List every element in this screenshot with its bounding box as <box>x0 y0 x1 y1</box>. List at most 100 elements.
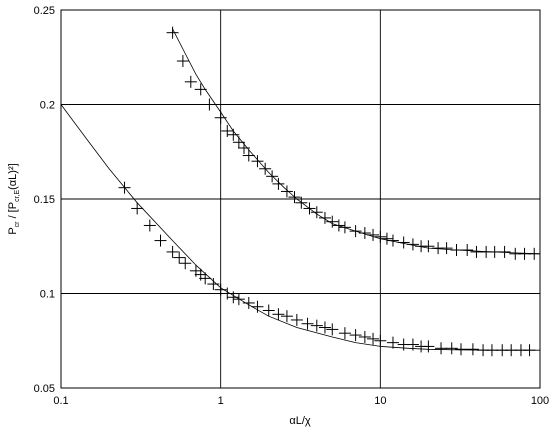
fitted-curves <box>60 28 541 351</box>
data-point <box>272 308 285 321</box>
x-tick-labels: 0.1 1 10 100 <box>53 395 549 407</box>
y-tick-label: 0.1 <box>40 289 55 301</box>
data-point <box>207 278 220 291</box>
data-point <box>214 283 227 296</box>
data-point <box>374 230 387 243</box>
y-axis-title-main: P <box>7 227 19 234</box>
data-point <box>214 111 227 124</box>
data-point <box>358 330 371 343</box>
x-tick-label: 10 <box>374 395 386 407</box>
data-point <box>118 181 131 194</box>
data-point <box>422 340 435 353</box>
y-tick-labels: 0.05 0.1 0.15 0.2 0.25 <box>34 5 55 395</box>
data-point <box>386 234 399 247</box>
data-point <box>318 211 331 224</box>
data-point <box>461 244 474 257</box>
data-point <box>259 162 272 175</box>
data-point <box>203 98 216 111</box>
data-point <box>349 329 362 342</box>
data-point <box>179 257 192 270</box>
data-point <box>326 215 339 228</box>
y-tick-label: 0.15 <box>34 194 55 206</box>
data-point <box>523 344 536 357</box>
x-tick-label: 0.1 <box>53 395 68 407</box>
y-axis-title-mid: / [P <box>7 202 19 222</box>
y-axis-title-sub1: cr <box>14 221 21 228</box>
data-point <box>173 251 186 264</box>
data-point <box>406 238 419 251</box>
data-point <box>485 344 498 357</box>
data-point <box>143 219 156 232</box>
y-axis-title-end: (αL)²] <box>7 163 19 190</box>
data-point <box>338 221 351 234</box>
x-tick-label: 1 <box>218 395 224 407</box>
y-axis-title: Pcr / [Pcr,E(αL)²] <box>7 163 21 234</box>
data-point <box>221 124 234 137</box>
data-point <box>184 75 197 88</box>
data-point <box>251 300 264 313</box>
y-tick-label: 0.2 <box>40 100 55 112</box>
data-point <box>310 206 323 219</box>
data-point <box>272 177 285 190</box>
data-point <box>227 291 240 304</box>
data-point <box>440 242 453 255</box>
data-point <box>310 319 323 332</box>
data-point <box>295 196 308 209</box>
data-point <box>367 228 380 241</box>
data-point <box>445 342 458 355</box>
data-point <box>131 202 144 215</box>
y-tick-label: 0.05 <box>34 383 55 395</box>
data-point <box>266 170 279 183</box>
data-point <box>237 141 250 154</box>
data-point <box>338 327 351 340</box>
data-point <box>349 225 362 238</box>
x-axis-title: αL/χ <box>289 415 311 427</box>
data-point <box>166 26 179 39</box>
data-point <box>367 332 380 345</box>
data-point <box>280 185 293 198</box>
fitted-curve-2 <box>172 28 541 255</box>
y-axis-title-sub2: cr,E <box>14 190 21 202</box>
data-point <box>176 55 189 68</box>
data-point <box>301 317 314 330</box>
data-point <box>374 334 387 347</box>
data-point <box>288 191 301 204</box>
data-point <box>166 245 179 258</box>
data-point <box>422 240 435 253</box>
data-points <box>118 26 541 357</box>
data-point <box>450 244 463 257</box>
data-point <box>290 313 303 326</box>
data-point <box>332 219 345 232</box>
data-point <box>326 323 339 336</box>
grid <box>60 9 541 389</box>
data-point <box>262 304 275 317</box>
data-point <box>251 155 264 168</box>
data-point <box>498 245 511 258</box>
data-point <box>232 293 245 306</box>
data-point <box>318 321 331 334</box>
data-point <box>303 202 316 215</box>
data-point <box>435 342 448 355</box>
y-tick-label: 0.25 <box>34 5 55 17</box>
data-point <box>397 236 410 249</box>
data-point <box>386 336 399 349</box>
data-point <box>227 128 240 141</box>
x-tick-label: 100 <box>531 395 549 407</box>
data-point <box>358 227 371 240</box>
data-point <box>221 287 234 300</box>
data-point <box>232 136 245 149</box>
data-point <box>466 343 479 356</box>
data-point <box>380 232 393 245</box>
data-point <box>528 247 541 260</box>
data-point <box>406 338 419 351</box>
data-point <box>242 149 255 162</box>
data-point <box>194 83 207 96</box>
data-point <box>242 296 255 309</box>
plot-frame <box>60 9 541 389</box>
data-point <box>154 234 167 247</box>
fitted-curve-1 <box>60 104 540 351</box>
data-point <box>199 272 212 285</box>
data-point <box>280 310 293 323</box>
data-point <box>454 343 467 356</box>
